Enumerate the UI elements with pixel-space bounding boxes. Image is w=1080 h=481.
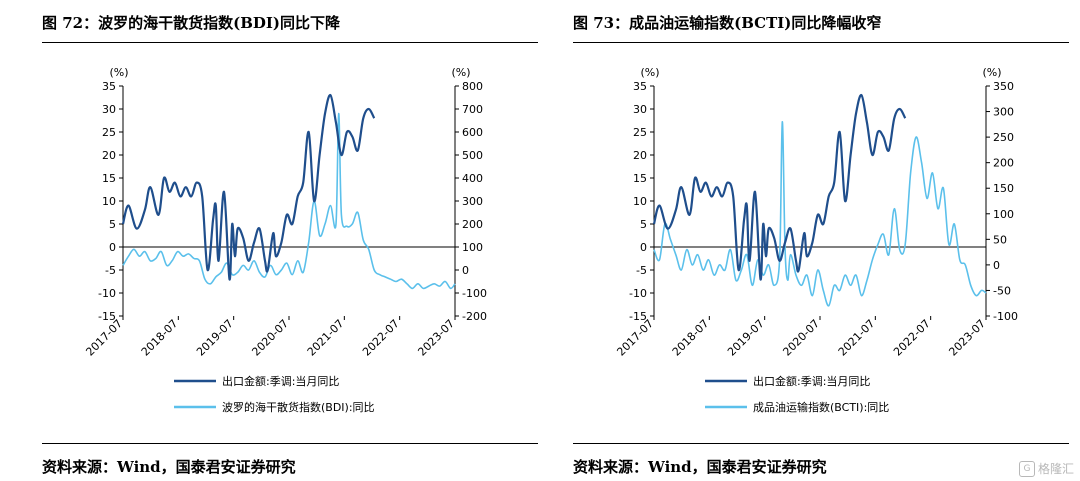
left-tick-label: -10 xyxy=(629,287,647,300)
left-tick-label: -5 xyxy=(636,264,647,277)
left-tick-label: 5 xyxy=(640,218,647,231)
left-tick-label: -15 xyxy=(98,310,116,323)
series-line xyxy=(121,94,376,281)
series-line xyxy=(652,94,907,281)
x-tick-label: 2022-07 xyxy=(360,317,402,359)
right-tick-label: -100 xyxy=(462,287,487,300)
right-tick-label: 300 xyxy=(462,195,483,208)
left-tick-label: -10 xyxy=(98,287,116,300)
left-tick-label: -15 xyxy=(629,310,647,323)
right-tick-label: -100 xyxy=(993,310,1018,323)
left-tick-label: -5 xyxy=(105,264,116,277)
source-note: 资料来源：Wind，国泰君安证券研究 xyxy=(573,458,827,476)
left-tick-label: 15 xyxy=(102,172,116,185)
right-tick-label: 50 xyxy=(993,233,1007,246)
right-tick-label: 200 xyxy=(993,157,1014,170)
right-axis-unit: (%) xyxy=(982,66,1001,79)
left-tick-label: 20 xyxy=(633,149,647,162)
right-tick-label: 150 xyxy=(993,182,1014,195)
legend-label: 出口金额:季调:当月同比 xyxy=(753,374,870,388)
right-tick-label: 400 xyxy=(462,172,483,185)
legend-label: 出口金额:季调:当月同比 xyxy=(222,374,339,388)
right-tick-label: 700 xyxy=(462,103,483,116)
x-tick-label: 2018-07 xyxy=(670,317,712,359)
x-tick-label: 2021-07 xyxy=(836,317,878,359)
chart-panel-bcti: 图 73：成品油运输指数(BCTI)同比降幅收窄 (%) (%) 35 30 25 20 1… xyxy=(573,0,1080,481)
left-tick-label: 25 xyxy=(633,126,647,139)
right-tick-label: -50 xyxy=(993,284,1011,297)
right-axis-unit: (%) xyxy=(451,66,470,79)
legend-label: 波罗的海干散货指数(BDI):同比 xyxy=(222,400,375,414)
right-tick-label: 0 xyxy=(462,264,469,277)
right-tick-label: 500 xyxy=(462,149,483,162)
x-tick-label: 2017-07 xyxy=(614,317,656,359)
chart-bcti: (%) (%)35302520151050-5-10-15350300250200… xyxy=(614,66,1018,414)
left-tick-label: 15 xyxy=(633,172,647,185)
right-tick-label: 250 xyxy=(993,131,1014,144)
left-tick-label: 0 xyxy=(640,241,647,254)
x-tick-label: 2020-07 xyxy=(780,317,822,359)
left-tick-label: 0 xyxy=(109,241,116,254)
x-tick-label: 2017-07 xyxy=(83,317,125,359)
gelonghui-logo-icon: G xyxy=(1018,460,1035,477)
right-tick-label: 100 xyxy=(993,208,1014,221)
x-tick-label: 2023-07 xyxy=(415,317,457,359)
source-divider xyxy=(42,443,538,444)
title-divider xyxy=(42,42,538,43)
right-tick-label: 200 xyxy=(462,218,483,231)
left-tick-label: 35 xyxy=(633,80,647,93)
right-tick-label: -200 xyxy=(462,310,487,323)
left-tick-label: 30 xyxy=(102,103,116,116)
left-axis-unit: (%) xyxy=(109,66,128,79)
left-tick-label: 20 xyxy=(102,149,116,162)
left-axis-unit: (%) xyxy=(640,66,659,79)
title-divider xyxy=(573,42,1069,43)
source-divider xyxy=(573,443,1069,444)
x-tick-label: 2019-07 xyxy=(725,317,767,359)
series-line xyxy=(653,120,987,307)
figure-title: 图 73：成品油运输指数(BCTI)同比降幅收窄 xyxy=(573,14,882,32)
watermark: G 格隆汇 xyxy=(1018,460,1074,477)
series-line xyxy=(122,112,456,290)
left-tick-label: 10 xyxy=(633,195,647,208)
right-tick-label: 300 xyxy=(993,106,1014,119)
source-note: 资料来源：Wind，国泰君安证券研究 xyxy=(42,458,296,476)
chart-bdi: (%) (%)35302520151050-5-10-15800700600500… xyxy=(83,66,487,414)
figure-title: 图 72：波罗的海干散货指数(BDI)同比下降 xyxy=(42,14,340,32)
x-tick-label: 2019-07 xyxy=(194,317,236,359)
x-tick-label: 2018-07 xyxy=(139,317,181,359)
right-tick-label: 800 xyxy=(462,80,483,93)
left-tick-label: 30 xyxy=(633,103,647,116)
chart-panel-bdi: 图 72：波罗的海干散货指数(BDI)同比下降 (%) (%) 35 30 25 20 15… xyxy=(42,0,562,481)
right-tick-label: 100 xyxy=(462,241,483,254)
right-tick-label: 0 xyxy=(993,259,1000,272)
left-tick-label: 25 xyxy=(102,126,116,139)
watermark-text: 格隆汇 xyxy=(1037,462,1074,476)
x-tick-label: 2020-07 xyxy=(249,317,291,359)
x-tick-label: 2023-07 xyxy=(946,317,988,359)
left-tick-label: 35 xyxy=(102,80,116,93)
right-tick-label: 350 xyxy=(993,80,1014,93)
x-tick-label: 2022-07 xyxy=(891,317,933,359)
x-tick-label: 2021-07 xyxy=(305,317,347,359)
legend-label: 成品油运输指数(BCTI):同比 xyxy=(753,400,889,414)
left-tick-label: 5 xyxy=(109,218,116,231)
right-tick-label: 600 xyxy=(462,126,483,139)
left-tick-label: 10 xyxy=(102,195,116,208)
